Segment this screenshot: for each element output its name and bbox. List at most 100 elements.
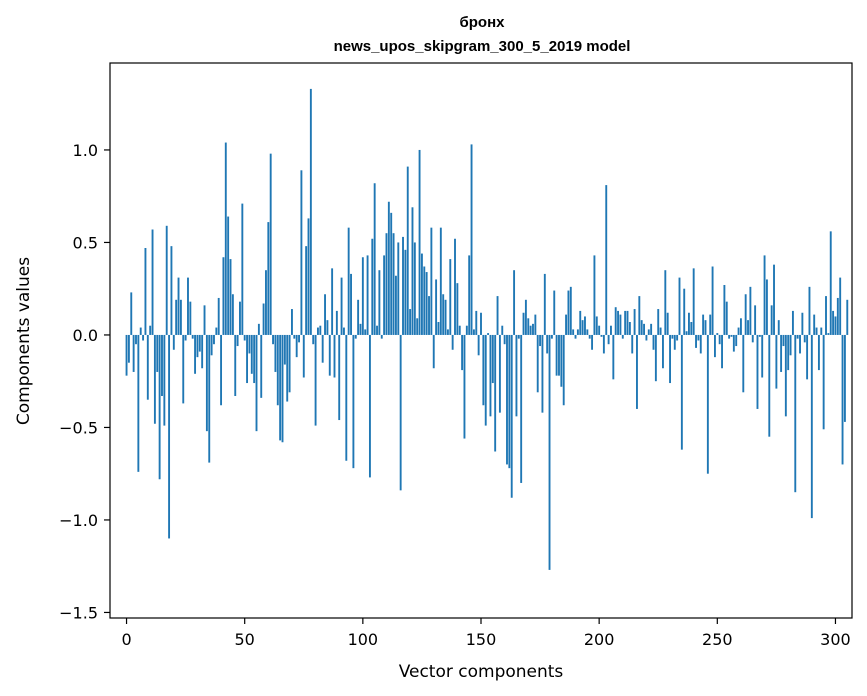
bar [784,334,787,417]
bar [794,334,797,493]
bar [170,246,173,335]
bar [728,334,731,339]
bar [465,325,468,335]
bar [662,334,664,369]
bar [543,273,546,335]
bar [664,270,667,335]
bar [723,285,726,335]
bar [253,334,256,384]
bar [567,290,570,335]
bar [198,334,201,352]
bar [350,273,352,335]
bar [293,334,296,339]
bar [243,334,246,341]
y-tick-label: −1.5 [59,603,98,622]
bar [317,327,319,335]
bar [335,310,338,335]
bar [527,318,530,335]
bar [680,334,683,450]
bar [220,334,223,406]
bar [841,334,844,465]
bar [127,334,130,363]
bar [775,334,778,389]
bar [314,334,317,426]
bar [368,334,371,478]
bar [763,255,766,335]
bar [326,320,329,335]
bar [248,334,251,354]
bar [208,334,211,463]
bar [302,334,305,378]
bar [480,312,482,335]
bar [149,325,152,335]
bar [461,334,464,371]
y-tick-label: −0.5 [59,418,98,437]
x-tick-label: 150 [466,630,497,649]
bar [458,325,461,335]
bar [430,227,433,335]
bar [283,334,286,365]
bar [633,309,636,335]
bar [319,325,322,335]
bar [829,231,832,335]
bar [813,314,816,335]
bar [815,327,818,335]
bar [647,329,650,335]
bar [699,334,702,354]
bar [215,327,218,335]
bar [222,257,225,335]
bar [789,334,792,356]
x-tick-label: 300 [820,630,851,649]
bar [817,334,820,371]
bar [560,334,563,387]
y-tick-label: 0.5 [73,233,98,252]
bar [510,334,513,498]
bar [177,277,180,335]
bar [820,327,823,335]
bar [756,334,759,409]
bar [291,309,293,335]
bar [697,334,700,341]
bar [737,327,740,335]
bar [269,153,272,335]
bar [796,334,799,339]
bar [371,238,374,335]
bar [231,294,234,335]
bar [671,334,674,339]
bar [354,334,357,339]
bar [454,238,456,335]
bar [345,334,348,461]
bar [257,323,260,335]
bar [224,142,227,335]
bar [161,334,163,396]
bar [673,334,676,350]
bar [586,329,589,335]
bar [340,277,343,335]
bar [179,299,182,335]
bar [217,297,220,335]
bar [132,334,135,372]
bar [742,334,745,393]
bar [617,310,619,335]
bar [265,270,267,335]
bar [213,334,215,345]
bar [636,334,638,409]
bar [182,334,185,404]
bar [309,88,312,335]
bar [834,316,837,335]
bar [168,334,171,539]
x-tick-label: 50 [235,630,255,649]
bar [810,334,813,519]
bar [475,310,478,335]
bar [803,334,806,343]
bar [347,227,350,335]
bar [832,310,835,335]
bar [423,266,426,335]
bar [730,334,733,337]
bar [439,227,442,335]
bar [508,334,511,469]
bar [725,301,728,335]
bar [449,259,452,335]
bar [435,279,438,335]
bar [276,334,279,406]
